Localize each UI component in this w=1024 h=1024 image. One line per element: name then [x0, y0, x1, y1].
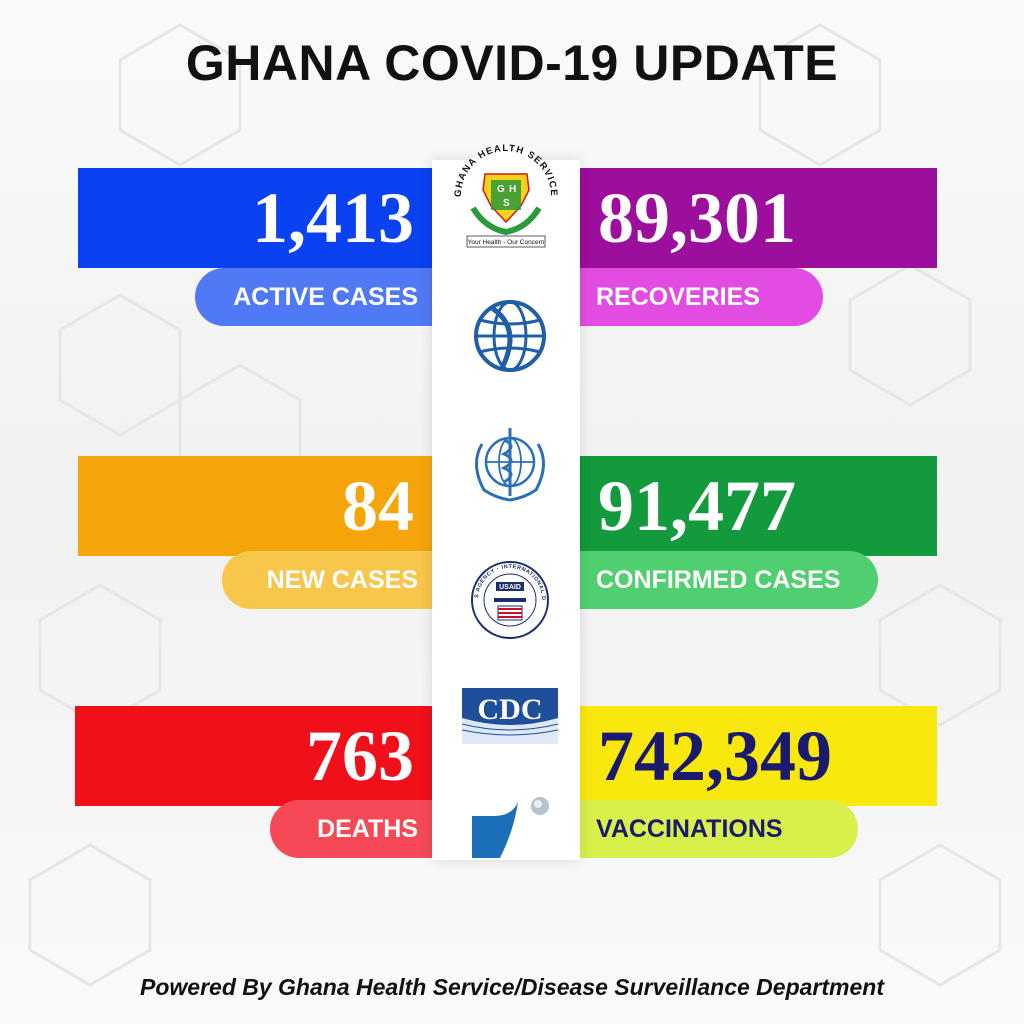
active-cases-label-band: ACTIVE CASES — [195, 268, 432, 326]
confirmed-cases-label: CONFIRMED CASES — [596, 566, 841, 594]
active-cases-value-band: 1,413 — [78, 168, 432, 268]
page-title: GHANA COVID-19 UPDATE — [185, 35, 839, 91]
confirmed-cases-value: 91,477 — [598, 466, 796, 546]
svg-text:H: H — [509, 184, 516, 195]
confirmed-cases-value-band: 91,477 — [580, 456, 937, 556]
recoveries-value-band: 89,301 — [580, 168, 937, 268]
vaccinations-label: VACCINATIONS — [596, 815, 783, 843]
world-bank-globe-icon — [474, 300, 546, 372]
svg-text:S: S — [503, 198, 510, 209]
recoveries-value: 89,301 — [598, 178, 796, 258]
vaccinations-value-band: 742,349 — [580, 706, 937, 806]
recoveries-label: RECOVERIES — [596, 283, 760, 311]
new-cases-value: 84 — [342, 466, 414, 546]
svg-text:CDC: CDC — [478, 693, 543, 726]
partner-logo-strip — [432, 160, 580, 860]
svg-text:USAID: USAID — [499, 584, 521, 591]
deaths-label: DEATHS — [317, 815, 418, 843]
confirmed-cases-label-band: CONFIRMED CASES — [580, 551, 878, 609]
usaid-seal-icon: UNITED STATES AGENCY · INTERNATIONAL DEV… — [468, 558, 549, 639]
footer-credit: Powered By Ghana Health Service/Disease … — [140, 974, 884, 1000]
vaccinations-value: 742,349 — [598, 716, 832, 796]
new-cases-label: NEW CASES — [266, 566, 418, 594]
deaths-value: 763 — [306, 716, 414, 796]
svg-text:Your Health - Our Concern: Your Health - Our Concern — [468, 239, 545, 246]
recoveries-label-band: RECOVERIES — [580, 268, 823, 326]
swoosh-logo-icon — [472, 797, 549, 858]
cdc-logo-icon: CDC — [462, 688, 558, 744]
new-cases-label-band: NEW CASES — [222, 551, 432, 609]
svg-text:G: G — [497, 184, 505, 195]
active-cases-label: ACTIVE CASES — [233, 283, 418, 311]
vaccinations-label-band: VACCINATIONS — [580, 800, 858, 858]
who-emblem-icon — [475, 428, 545, 502]
active-cases-value: 1,413 — [252, 178, 414, 258]
new-cases-value-band: 84 — [78, 456, 432, 556]
deaths-label-band: DEATHS — [270, 800, 432, 858]
ghana-health-service-logo: GHANA HEALTH SERVICE G H S Your Health -… — [453, 143, 558, 248]
deaths-value-band: 763 — [75, 706, 432, 806]
